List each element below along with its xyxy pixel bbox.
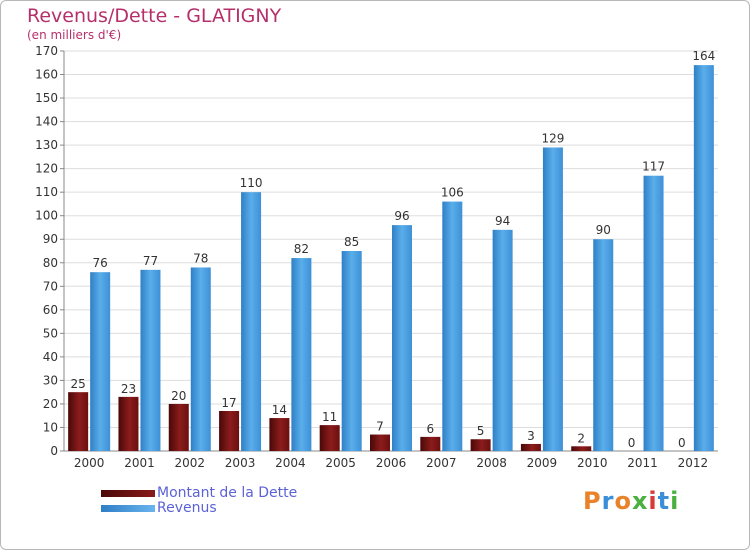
bar-dette bbox=[370, 434, 390, 451]
data-label-dette: 25 bbox=[71, 377, 86, 391]
data-label-dette: 3 bbox=[527, 429, 535, 443]
chart-subtitle: (en milliers d'€) bbox=[27, 28, 122, 42]
bar-revenus bbox=[693, 65, 714, 451]
bar-dette bbox=[470, 439, 491, 451]
data-label-dette: 23 bbox=[121, 382, 136, 396]
x-tick-label: 2010 bbox=[577, 456, 608, 470]
y-tick-label: 90 bbox=[43, 232, 58, 246]
legend-label-dette: Montant de la Dette bbox=[157, 485, 298, 501]
chart-title: Revenus/Dette - GLATIGNY bbox=[27, 5, 282, 27]
y-tick-label: 120 bbox=[35, 162, 58, 176]
data-label-dette: 7 bbox=[376, 420, 384, 434]
x-tick-label: 2002 bbox=[174, 456, 205, 470]
logo-letter: x bbox=[631, 487, 649, 515]
bar-revenus bbox=[593, 239, 614, 451]
y-tick-label: 20 bbox=[43, 397, 58, 411]
data-label-dette: 14 bbox=[272, 403, 287, 417]
y-tick-label: 70 bbox=[43, 279, 58, 293]
data-label-revenus: 78 bbox=[193, 251, 208, 265]
x-tick-label: 2004 bbox=[275, 456, 306, 470]
logo-letter: o bbox=[614, 487, 632, 515]
bar-revenus bbox=[90, 272, 111, 451]
y-tick-label: 170 bbox=[35, 44, 58, 58]
data-label-revenus: 110 bbox=[240, 176, 263, 190]
legend-swatch-revenus bbox=[101, 505, 155, 512]
y-tick-label: 140 bbox=[35, 115, 58, 129]
legend-swatch-dette bbox=[101, 490, 155, 497]
bar-revenus bbox=[643, 175, 664, 452]
logo-letter: t bbox=[657, 487, 671, 515]
x-tick-label: 2012 bbox=[678, 456, 709, 470]
logo-letter: r bbox=[601, 487, 615, 515]
x-tick-label: 2005 bbox=[325, 456, 356, 470]
y-tick-label: 110 bbox=[35, 185, 58, 199]
x-tick-label: 2007 bbox=[426, 456, 457, 470]
y-tick-label: 60 bbox=[43, 303, 58, 317]
x-tick-label: 2001 bbox=[124, 456, 155, 470]
x-tick-label: 2011 bbox=[627, 456, 658, 470]
bar-dette bbox=[520, 443, 541, 451]
bar-dette bbox=[420, 436, 441, 451]
y-tick-label: 10 bbox=[43, 420, 58, 434]
data-label-revenus: 76 bbox=[93, 256, 108, 270]
x-tick-label: 2000 bbox=[74, 456, 105, 470]
bar-revenus bbox=[291, 258, 312, 451]
y-tick-label: 150 bbox=[35, 91, 58, 105]
legend-label-revenus: Revenus bbox=[157, 500, 217, 516]
logo-letter: i bbox=[648, 487, 658, 515]
data-label-dette: 0 bbox=[678, 436, 686, 450]
bar-dette bbox=[269, 418, 290, 451]
x-tick-label: 2006 bbox=[376, 456, 407, 470]
data-label-dette: 6 bbox=[426, 422, 434, 436]
logo-letter: P bbox=[583, 487, 602, 515]
data-label-dette: 11 bbox=[322, 410, 337, 424]
data-label-revenus: 106 bbox=[441, 186, 464, 200]
y-tick-label: 100 bbox=[35, 209, 58, 223]
bar-revenus bbox=[542, 147, 563, 451]
bar-revenus bbox=[190, 267, 211, 451]
x-tick-label: 2003 bbox=[225, 456, 256, 470]
bar-revenus bbox=[140, 269, 161, 451]
data-label-dette: 17 bbox=[221, 396, 236, 410]
y-tick-label: 40 bbox=[43, 350, 58, 364]
bar-revenus bbox=[341, 251, 362, 451]
data-label-dette: 20 bbox=[171, 389, 186, 403]
bar-dette bbox=[571, 446, 592, 451]
bar-revenus bbox=[392, 225, 412, 451]
x-tick-label: 2009 bbox=[527, 456, 558, 470]
data-label-revenus: 77 bbox=[143, 254, 158, 268]
data-label-revenus: 85 bbox=[344, 235, 359, 249]
data-label-revenus: 90 bbox=[596, 223, 611, 237]
data-label-dette: 0 bbox=[628, 436, 636, 450]
bar-dette bbox=[319, 425, 340, 451]
proxiti-logo: Proxiti bbox=[583, 487, 679, 515]
data-label-revenus: 94 bbox=[495, 214, 510, 228]
data-label-revenus: 164 bbox=[692, 49, 715, 63]
data-label-revenus: 129 bbox=[541, 131, 564, 145]
y-tick-label: 80 bbox=[43, 256, 58, 270]
y-tick-label: 130 bbox=[35, 138, 58, 152]
y-tick-label: 30 bbox=[43, 373, 58, 387]
y-tick-label: 160 bbox=[35, 68, 58, 82]
bar-revenus bbox=[241, 192, 262, 452]
bar-dette bbox=[168, 403, 189, 451]
bar-dette bbox=[219, 411, 240, 451]
bar-revenus bbox=[442, 201, 463, 451]
y-tick-label: 0 bbox=[50, 444, 58, 458]
bar-revenus bbox=[492, 229, 513, 451]
data-label-revenus: 82 bbox=[294, 242, 309, 256]
bar-dette bbox=[118, 396, 139, 451]
x-tick-label: 2008 bbox=[476, 456, 507, 470]
data-label-revenus: 117 bbox=[642, 160, 665, 174]
bar-dette bbox=[68, 392, 89, 451]
data-label-dette: 5 bbox=[477, 424, 485, 438]
data-label-dette: 2 bbox=[577, 431, 585, 445]
data-label-revenus: 96 bbox=[394, 209, 409, 223]
y-tick-label: 50 bbox=[43, 326, 58, 340]
logo-letter: i bbox=[670, 487, 680, 515]
